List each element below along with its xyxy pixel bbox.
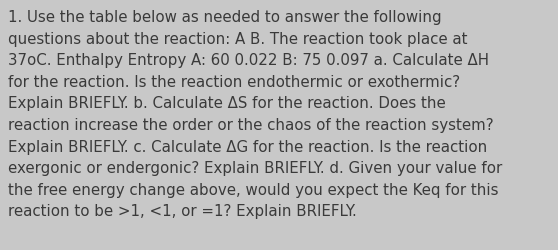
Text: 1. Use the table below as needed to answer the following
questions about the rea: 1. Use the table below as needed to answ… xyxy=(8,10,503,218)
